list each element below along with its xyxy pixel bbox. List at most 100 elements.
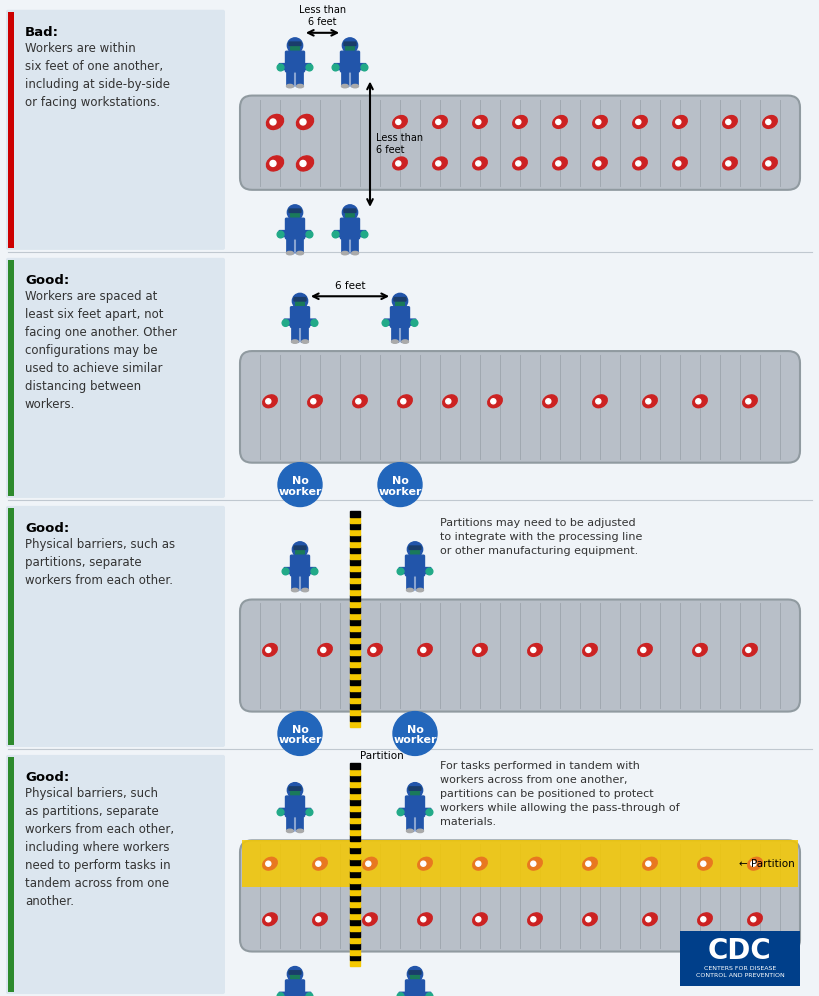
Circle shape xyxy=(396,120,400,124)
Circle shape xyxy=(475,862,480,867)
Ellipse shape xyxy=(473,157,486,170)
Polygon shape xyxy=(350,823,360,829)
FancyBboxPatch shape xyxy=(399,992,406,996)
Text: No: No xyxy=(391,476,408,486)
Polygon shape xyxy=(350,799,360,805)
Polygon shape xyxy=(350,559,360,565)
Circle shape xyxy=(391,294,407,309)
Circle shape xyxy=(595,161,600,166)
Text: Less than
6 feet: Less than 6 feet xyxy=(376,133,423,155)
FancyBboxPatch shape xyxy=(342,71,348,87)
Polygon shape xyxy=(350,876,360,882)
FancyBboxPatch shape xyxy=(303,230,310,237)
Polygon shape xyxy=(350,523,360,529)
Ellipse shape xyxy=(637,643,651,656)
FancyBboxPatch shape xyxy=(344,209,355,212)
FancyBboxPatch shape xyxy=(346,213,354,220)
FancyBboxPatch shape xyxy=(6,258,224,498)
Ellipse shape xyxy=(552,116,567,128)
Circle shape xyxy=(370,647,375,652)
Polygon shape xyxy=(350,589,360,595)
FancyBboxPatch shape xyxy=(334,230,342,237)
Circle shape xyxy=(750,862,755,867)
Circle shape xyxy=(420,647,425,652)
Circle shape xyxy=(282,568,288,575)
Circle shape xyxy=(645,916,650,922)
Circle shape xyxy=(640,647,645,652)
Polygon shape xyxy=(350,793,360,799)
Ellipse shape xyxy=(417,858,432,871)
FancyBboxPatch shape xyxy=(396,302,404,309)
Ellipse shape xyxy=(397,394,412,407)
Circle shape xyxy=(320,647,325,652)
FancyBboxPatch shape xyxy=(303,64,310,70)
FancyBboxPatch shape xyxy=(288,787,301,790)
FancyBboxPatch shape xyxy=(410,791,419,798)
Circle shape xyxy=(765,161,770,166)
FancyBboxPatch shape xyxy=(394,298,405,301)
Ellipse shape xyxy=(512,116,527,128)
Circle shape xyxy=(407,783,422,798)
Text: worker: worker xyxy=(393,735,437,745)
Circle shape xyxy=(315,862,320,867)
FancyBboxPatch shape xyxy=(301,575,308,591)
Circle shape xyxy=(585,647,590,652)
FancyBboxPatch shape xyxy=(290,307,309,328)
FancyBboxPatch shape xyxy=(285,218,304,239)
FancyBboxPatch shape xyxy=(288,971,301,974)
Polygon shape xyxy=(350,847,360,853)
Polygon shape xyxy=(350,787,360,793)
Text: Physical barriers, such as
partitions, separate
workers from each other.: Physical barriers, such as partitions, s… xyxy=(25,538,175,587)
FancyBboxPatch shape xyxy=(291,213,299,220)
Circle shape xyxy=(332,231,338,238)
Ellipse shape xyxy=(301,589,308,592)
Circle shape xyxy=(700,916,705,922)
FancyBboxPatch shape xyxy=(292,326,298,342)
Polygon shape xyxy=(350,553,360,559)
Ellipse shape xyxy=(266,115,283,129)
Polygon shape xyxy=(350,894,360,900)
Bar xyxy=(8,508,14,745)
Polygon shape xyxy=(350,817,360,823)
Circle shape xyxy=(635,120,640,124)
FancyBboxPatch shape xyxy=(296,237,303,254)
Ellipse shape xyxy=(747,913,762,925)
Polygon shape xyxy=(350,900,360,906)
FancyBboxPatch shape xyxy=(242,841,797,887)
Polygon shape xyxy=(350,517,360,523)
FancyBboxPatch shape xyxy=(406,815,414,832)
Circle shape xyxy=(300,119,305,124)
FancyBboxPatch shape xyxy=(287,71,293,87)
FancyBboxPatch shape xyxy=(400,326,408,342)
Polygon shape xyxy=(350,529,360,535)
FancyBboxPatch shape xyxy=(416,575,423,591)
Ellipse shape xyxy=(351,251,358,255)
Ellipse shape xyxy=(542,394,557,407)
Polygon shape xyxy=(350,595,360,601)
Ellipse shape xyxy=(286,251,293,255)
FancyBboxPatch shape xyxy=(296,71,303,87)
Text: No: No xyxy=(292,476,308,486)
Text: 6 feet: 6 feet xyxy=(334,281,364,291)
Ellipse shape xyxy=(432,116,446,128)
FancyBboxPatch shape xyxy=(278,64,287,70)
Polygon shape xyxy=(350,535,360,541)
FancyBboxPatch shape xyxy=(351,237,358,254)
FancyBboxPatch shape xyxy=(334,64,342,70)
Circle shape xyxy=(365,862,370,867)
Circle shape xyxy=(396,809,404,816)
Ellipse shape xyxy=(473,913,486,925)
Circle shape xyxy=(287,38,302,53)
Ellipse shape xyxy=(341,251,348,255)
Text: No: No xyxy=(406,724,423,734)
FancyBboxPatch shape xyxy=(358,230,365,237)
Polygon shape xyxy=(350,811,360,817)
Polygon shape xyxy=(350,954,360,960)
Circle shape xyxy=(277,809,283,816)
Ellipse shape xyxy=(632,157,646,170)
Circle shape xyxy=(475,120,480,124)
Polygon shape xyxy=(350,841,360,847)
FancyBboxPatch shape xyxy=(423,809,430,815)
Ellipse shape xyxy=(262,643,277,656)
Polygon shape xyxy=(350,853,360,859)
